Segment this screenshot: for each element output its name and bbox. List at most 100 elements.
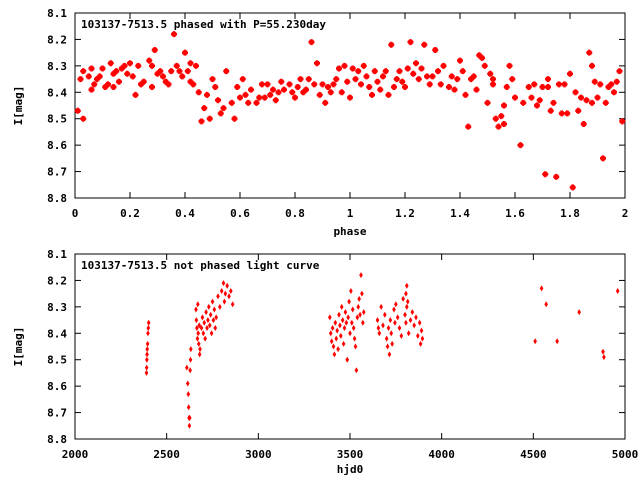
data-point bbox=[140, 78, 147, 85]
data-point bbox=[209, 76, 216, 83]
data-point bbox=[189, 346, 193, 353]
data-point bbox=[173, 62, 180, 69]
data-point bbox=[182, 49, 188, 56]
data-point bbox=[602, 99, 609, 106]
data-point bbox=[479, 54, 485, 61]
data-point bbox=[509, 76, 516, 83]
data-point bbox=[229, 288, 233, 294]
data-point bbox=[575, 107, 582, 114]
y-axis-title: I[mag] bbox=[12, 327, 25, 367]
data-point bbox=[220, 105, 227, 112]
data-point bbox=[77, 76, 84, 83]
data-point bbox=[225, 282, 229, 289]
data-point bbox=[374, 78, 381, 85]
data-point bbox=[185, 380, 190, 387]
data-point bbox=[512, 94, 518, 101]
data-point bbox=[201, 330, 206, 337]
data-point bbox=[390, 340, 394, 347]
data-point bbox=[185, 364, 189, 371]
data-point bbox=[424, 73, 430, 80]
data-point bbox=[212, 306, 217, 313]
data-point bbox=[188, 356, 193, 363]
data-point bbox=[230, 301, 235, 308]
y-tick-label: 8.4 bbox=[47, 327, 67, 340]
data-point bbox=[371, 68, 378, 75]
data-point bbox=[327, 89, 334, 96]
data-point bbox=[146, 57, 153, 64]
data-point bbox=[187, 422, 192, 429]
data-point bbox=[193, 62, 199, 69]
data-point bbox=[335, 327, 339, 334]
data-point bbox=[342, 325, 347, 331]
data-point bbox=[124, 70, 131, 77]
data-point bbox=[160, 73, 166, 80]
data-point bbox=[420, 335, 425, 342]
data-point bbox=[314, 60, 320, 67]
data-point bbox=[107, 60, 114, 67]
data-point bbox=[328, 330, 333, 337]
x-tick-label: 5000 bbox=[612, 448, 639, 461]
data-point bbox=[297, 76, 304, 83]
data-point bbox=[176, 68, 183, 75]
data-point bbox=[369, 91, 375, 98]
data-point bbox=[217, 110, 224, 117]
y-tick-label: 8.6 bbox=[47, 139, 67, 152]
data-point bbox=[212, 84, 219, 90]
data-point bbox=[419, 327, 424, 334]
data-point bbox=[586, 49, 593, 56]
data-point bbox=[383, 311, 387, 318]
data-point bbox=[542, 171, 549, 178]
data-point bbox=[547, 107, 554, 114]
data-point bbox=[195, 335, 200, 342]
data-point bbox=[591, 78, 598, 85]
data-point bbox=[351, 325, 356, 331]
data-point bbox=[613, 78, 620, 85]
data-point bbox=[363, 73, 370, 80]
data-point bbox=[611, 89, 617, 96]
data-point bbox=[195, 325, 199, 331]
data-point bbox=[534, 102, 540, 109]
data-point bbox=[144, 364, 149, 371]
data-point bbox=[80, 68, 87, 75]
data-point bbox=[545, 84, 551, 90]
data-point bbox=[410, 309, 415, 316]
data-point bbox=[333, 319, 338, 326]
x-tick-label: 2000 bbox=[62, 448, 89, 461]
data-point bbox=[194, 317, 199, 324]
x-tick-label: 1.6 bbox=[505, 207, 525, 220]
data-point bbox=[145, 346, 150, 353]
data-point bbox=[346, 314, 350, 321]
data-point bbox=[404, 65, 411, 72]
data-point bbox=[553, 173, 560, 180]
data-point bbox=[116, 78, 122, 85]
data-point bbox=[421, 41, 428, 48]
data-point bbox=[204, 91, 210, 98]
data-point bbox=[186, 404, 191, 411]
data-point bbox=[531, 81, 538, 88]
data-point bbox=[207, 303, 211, 310]
data-point bbox=[256, 94, 263, 101]
data-point bbox=[405, 298, 410, 305]
x-axis-title: phase bbox=[333, 225, 366, 238]
data-point bbox=[348, 330, 352, 337]
y-tick-label: 8.3 bbox=[47, 301, 67, 314]
data-point bbox=[377, 330, 382, 337]
data-point bbox=[490, 76, 496, 83]
y-tick-label: 8.7 bbox=[47, 166, 67, 179]
data-point bbox=[429, 73, 436, 80]
data-point bbox=[338, 89, 345, 96]
data-point bbox=[184, 68, 191, 75]
data-point bbox=[583, 97, 590, 104]
data-point bbox=[338, 322, 342, 329]
data-point bbox=[145, 356, 149, 363]
data-point bbox=[303, 86, 309, 93]
data-point bbox=[619, 118, 626, 125]
data-point bbox=[344, 78, 351, 85]
y-tick-label: 8.5 bbox=[47, 113, 67, 126]
data-point bbox=[228, 99, 235, 106]
x-tick-label: 4000 bbox=[428, 448, 455, 461]
data-point bbox=[545, 76, 551, 83]
data-point bbox=[337, 311, 341, 318]
data-point bbox=[253, 99, 260, 106]
data-point bbox=[381, 322, 385, 329]
